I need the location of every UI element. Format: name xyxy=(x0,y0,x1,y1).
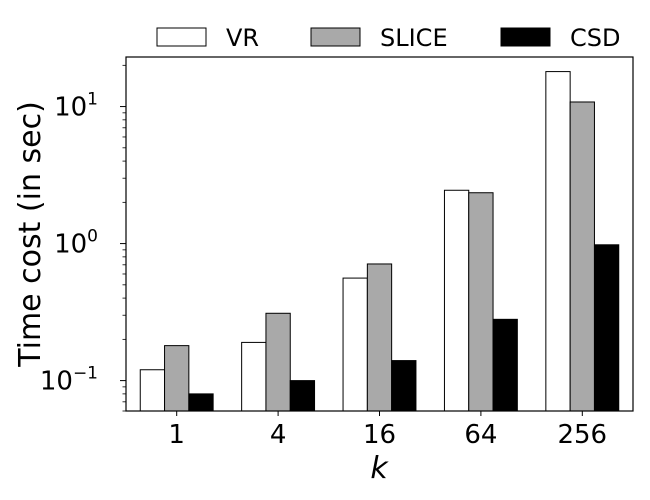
y-tick-label-0.1: 10−1 xyxy=(40,364,98,397)
bar-vr-16 xyxy=(342,277,368,412)
bar-slice-256 xyxy=(569,101,595,412)
bar-slice-1 xyxy=(164,345,190,412)
x-tick-label-256: 256 xyxy=(557,420,607,450)
y-axis-label: Time cost (in sec) xyxy=(13,101,48,368)
bar-csd-64 xyxy=(492,318,518,412)
x-tick-label-4: 4 xyxy=(270,420,287,450)
bar-slice-64 xyxy=(468,192,494,412)
y-tick-label-1: 100 xyxy=(54,227,98,260)
y-axis: 10−1 100 101 xyxy=(40,64,126,412)
bar-vr-256 xyxy=(545,71,571,412)
x-tick-label-16: 16 xyxy=(363,420,396,450)
bar-csd-4 xyxy=(289,380,316,412)
bars-group xyxy=(139,71,620,412)
bar-slice-16 xyxy=(366,263,393,412)
x-tick-label-64: 64 xyxy=(464,420,497,450)
legend-label-csd: CSD xyxy=(570,24,620,52)
bar-slice-4 xyxy=(265,312,291,412)
bar-csd-16 xyxy=(391,360,417,412)
legend-swatch-vr xyxy=(156,27,207,47)
bar-csd-1 xyxy=(188,393,214,412)
legend-label-vr: VR xyxy=(226,24,259,52)
x-axis: 1 4 16 64 256 xyxy=(168,411,607,450)
x-tick-label-1: 1 xyxy=(168,420,185,450)
bar-csd-256 xyxy=(593,244,620,412)
x-axis-label: k xyxy=(370,451,389,486)
bar-vr-1 xyxy=(139,369,166,412)
bar-vr-4 xyxy=(241,341,267,412)
y-tick-label-10: 101 xyxy=(54,90,98,123)
legend-label-slice: SLICE xyxy=(380,24,448,52)
legend-swatch-csd xyxy=(500,27,551,47)
bar-vr-64 xyxy=(443,189,470,412)
legend-swatch-slice xyxy=(310,27,361,47)
legend: VR SLICE CSD xyxy=(156,24,620,52)
